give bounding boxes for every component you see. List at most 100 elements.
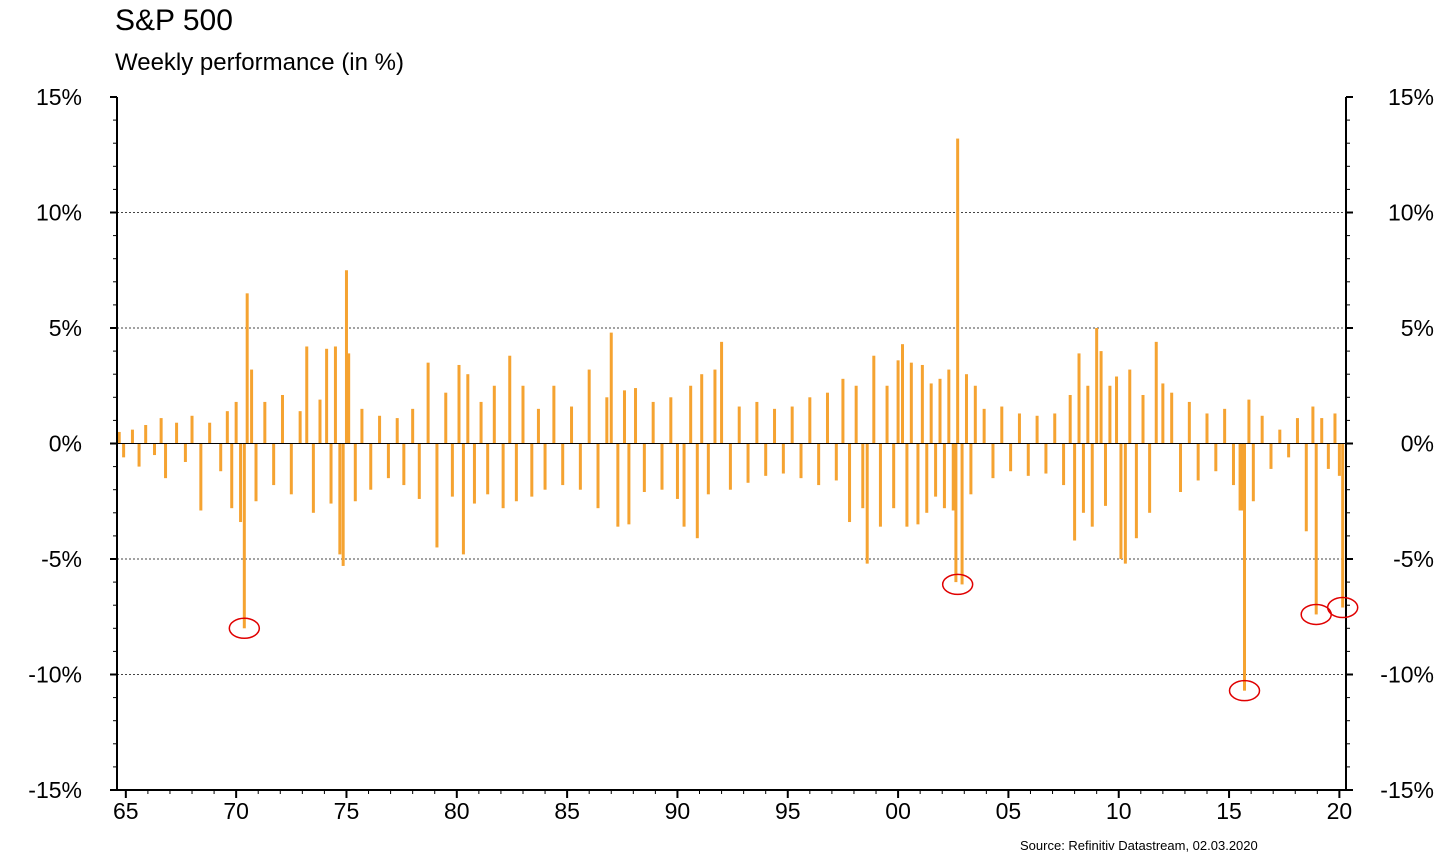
bar: [1187, 401, 1191, 444]
bar: [530, 443, 534, 497]
bar: [1044, 443, 1048, 474]
bar: [1077, 353, 1081, 444]
bar: [1214, 443, 1218, 472]
bar: [920, 364, 924, 444]
bar: [1196, 443, 1200, 481]
bar: [969, 443, 973, 495]
bar: [1333, 413, 1337, 444]
y-tick-label-left: -10%: [28, 662, 82, 688]
bar: [1026, 443, 1030, 476]
bar: [369, 443, 373, 490]
bar: [1086, 385, 1090, 444]
bar: [1161, 383, 1165, 444]
bar: [219, 443, 223, 472]
bar: [521, 385, 525, 444]
bar: [479, 401, 483, 444]
bar: [854, 385, 858, 444]
bar: [1099, 351, 1103, 444]
bar: [514, 443, 518, 502]
bar: [344, 270, 348, 444]
y-tick-label-left: -15%: [28, 777, 82, 803]
bar: [1278, 429, 1282, 444]
bar: [909, 362, 913, 444]
y-tick-label-right: -5%: [1393, 546, 1434, 572]
bar: [472, 443, 476, 504]
bar: [660, 443, 664, 490]
bar: [755, 401, 759, 444]
bar: [333, 346, 337, 444]
bar: [916, 443, 920, 525]
bar: [395, 418, 399, 444]
bar: [1000, 406, 1004, 444]
bar: [878, 443, 882, 527]
bar: [1095, 328, 1099, 444]
bar: [825, 392, 829, 444]
y-tick-label-right: -15%: [1380, 777, 1434, 803]
bar: [1205, 413, 1209, 444]
bar: [450, 443, 454, 497]
bar: [250, 369, 254, 444]
bar: [1154, 341, 1158, 444]
bar: [991, 443, 995, 479]
bar: [164, 443, 168, 479]
bar: [1238, 443, 1242, 511]
bar: [159, 418, 163, 444]
bar: [713, 369, 717, 444]
bar: [848, 443, 852, 523]
bar: [1314, 443, 1318, 615]
bar: [305, 346, 309, 444]
bar: [360, 408, 364, 444]
bar: [982, 408, 986, 444]
bar: [1090, 443, 1094, 527]
y-tick-label-right: 5%: [1401, 315, 1434, 341]
bar: [411, 408, 415, 444]
bar: [1062, 443, 1066, 486]
bar: [1179, 443, 1183, 493]
bar: [605, 397, 609, 444]
bar: [634, 388, 638, 444]
chart-source: Source: Refinitiv Datastream, 02.03.2020: [1020, 838, 1258, 853]
bar: [596, 443, 600, 509]
bar: [587, 369, 591, 444]
bar: [609, 332, 613, 444]
bar: [627, 443, 631, 525]
bar: [942, 443, 946, 509]
bar: [808, 397, 812, 444]
bar: [938, 378, 942, 444]
bar: [872, 355, 876, 444]
bar: [746, 443, 750, 483]
bar: [153, 443, 157, 456]
bar: [1326, 443, 1330, 469]
bar: [175, 422, 179, 444]
bar: [951, 443, 955, 511]
bar: [706, 443, 710, 495]
chart-title: S&P 500: [115, 4, 233, 37]
bar: [501, 443, 505, 509]
y-tick-label-left: 5%: [49, 315, 82, 341]
y-tick-label-left: -5%: [41, 546, 82, 572]
bar: [1247, 399, 1251, 444]
bar: [1035, 415, 1039, 444]
x-tick-label: 70: [223, 798, 249, 824]
bar: [543, 443, 547, 490]
bar: [720, 341, 724, 444]
bar: [865, 443, 869, 564]
x-tick-label: 75: [334, 798, 360, 824]
bar: [329, 443, 333, 504]
bar: [675, 443, 679, 499]
bar: [934, 443, 938, 497]
bar: [208, 422, 212, 444]
bar: [1170, 392, 1174, 444]
bar: [773, 408, 777, 444]
x-tick-label: 65: [113, 798, 139, 824]
bar: [190, 415, 194, 444]
y-tick-label-left: 15%: [36, 84, 82, 110]
y-tick-label-left: 0%: [49, 431, 82, 457]
bar: [117, 431, 121, 444]
bar: [242, 443, 246, 629]
bar: [508, 355, 512, 444]
bar: [929, 383, 933, 444]
bar: [1068, 394, 1072, 444]
bar: [1119, 443, 1123, 559]
